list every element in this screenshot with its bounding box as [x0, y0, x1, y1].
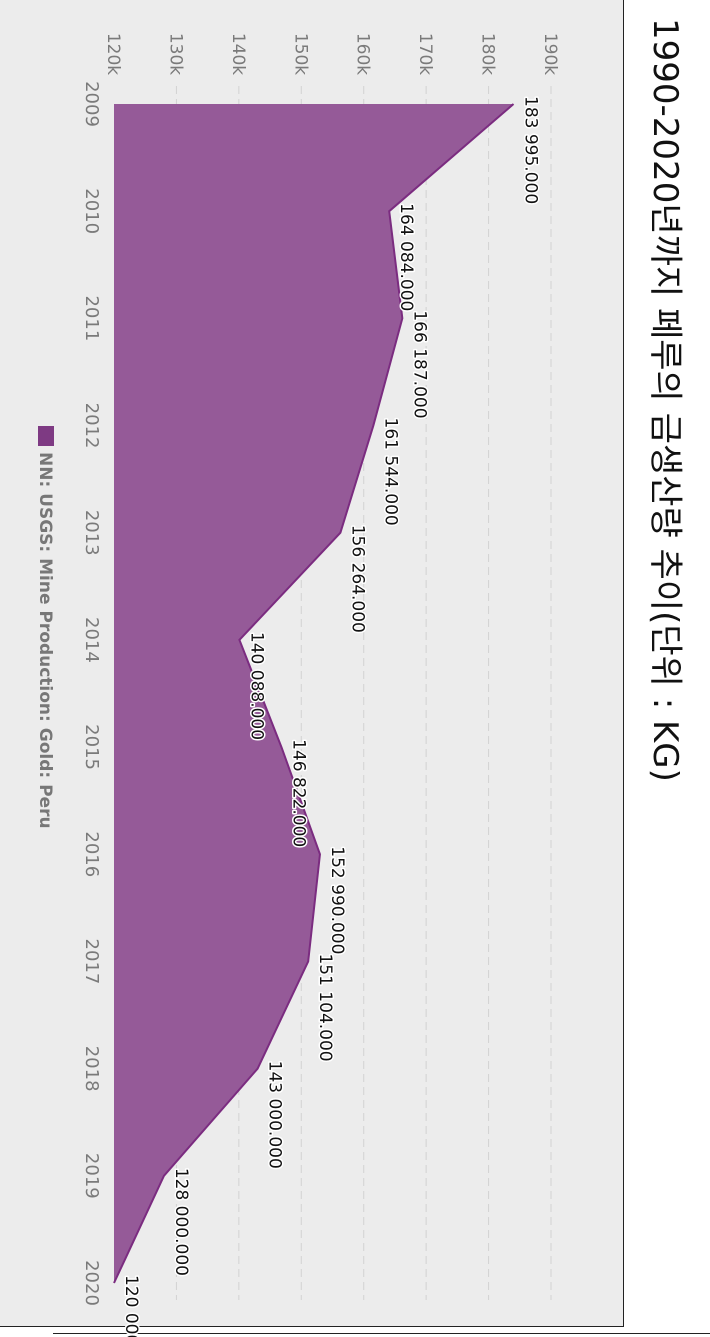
data-label: 128 000.000 [171, 1168, 191, 1276]
y-tick-label: 170k [415, 33, 435, 75]
x-category-label: 2010 [81, 188, 102, 234]
y-tick-label: 120k [103, 33, 123, 75]
y-axis-ticks: 120k 130k 140k 150k 160k 170k 180k 190k [103, 33, 560, 75]
area-fill [114, 104, 514, 1283]
data-label: 166 187.000 [409, 310, 429, 418]
x-category-label: 2016 [81, 831, 102, 877]
chart-title: 1990-2020년까지 페루의 금생산량 추이(단위 : KG) [645, 18, 685, 782]
y-tick-label: 150k [290, 33, 310, 75]
data-label: 143 000.000 [265, 1061, 285, 1169]
x-category-label: 2012 [81, 403, 102, 449]
y-tick-label: 160k [353, 33, 373, 75]
bottom-rule [53, 1333, 710, 1334]
x-category-label: 2009 [81, 81, 102, 127]
legend-label: NN: USGS: Mine Production: Gold: Peru [35, 452, 55, 829]
y-tick-label: 180k [478, 33, 498, 75]
x-axis-categories: 2009 2010 2011 2012 2013 2014 2015 2016 2017 2018… [81, 81, 102, 1306]
data-label: 152 990.000 [327, 846, 347, 954]
x-category-label: 2017 [81, 939, 102, 985]
data-label: 183 995.000 [521, 96, 541, 204]
series-area [113, 103, 515, 1284]
data-label: 161 544.000 [380, 418, 400, 526]
y-tick-label: 190k [540, 33, 560, 75]
x-category-label: 2015 [81, 724, 102, 770]
data-label: 120 000.000 [121, 1275, 141, 1337]
legend: NN: USGS: Mine Production: Gold: Peru [35, 426, 55, 829]
x-category-label: 2018 [81, 1046, 102, 1092]
y-tick-label: 140k [228, 33, 248, 75]
series-line [113, 103, 515, 1284]
x-category-label: 2019 [81, 1153, 102, 1199]
legend-swatch [38, 426, 54, 446]
x-category-label: 2013 [81, 510, 102, 556]
y-tick-label: 130k [165, 33, 185, 75]
data-label: 164 084.000 [396, 203, 416, 311]
x-category-label: 2011 [81, 295, 102, 341]
data-label: 151 104.000 [315, 953, 335, 1061]
data-label: 156 264.000 [347, 525, 367, 633]
x-category-label: 2014 [81, 617, 102, 663]
data-label: 140 088.000 [246, 632, 266, 740]
x-category-label: 2020 [81, 1260, 102, 1306]
data-label: 146 822.000 [288, 739, 308, 847]
